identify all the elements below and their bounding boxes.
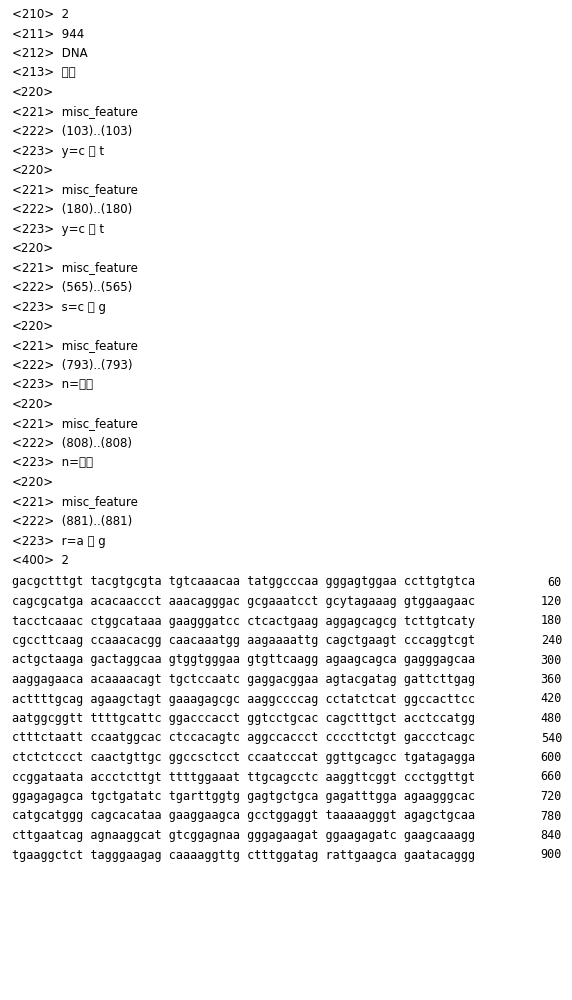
Text: cttgaatcag agnaaggcat gtcggagnaa gggagaagat ggaagagatc gaagcaaagg: cttgaatcag agnaaggcat gtcggagnaa gggagaa… [12,829,475,842]
Text: ccggataata accctcttgt ttttggaaat ttgcagcctc aaggttcggt ccctggttgt: ccggataata accctcttgt ttttggaaat ttgcagc… [12,770,475,784]
Text: <223>  r=a 或 g: <223> r=a 或 g [12,534,106,548]
Text: <210>  2: <210> 2 [12,8,69,21]
Text: gacgctttgt tacgtgcgta tgtcaaacaa tatggcccaa gggagtggaa ccttgtgtca: gacgctttgt tacgtgcgta tgtcaaacaa tatggcc… [12,576,475,588]
Text: <223>  n=缺失: <223> n=缺失 [12,456,93,470]
Text: <222>  (565)..(565): <222> (565)..(565) [12,281,132,294]
Text: <222>  (808)..(808): <222> (808)..(808) [12,437,132,450]
Text: 60: 60 [548,576,562,588]
Text: <220>: <220> [12,398,54,411]
Text: cgccttcaag ccaaacacgg caacaaatgg aagaaaattg cagctgaagt cccaggtcgt: cgccttcaag ccaaacacgg caacaaatgg aagaaaa… [12,634,475,647]
Text: <221>  misc_feature: <221> misc_feature [12,340,138,353]
Text: <220>: <220> [12,320,54,333]
Text: <220>: <220> [12,476,54,489]
Text: 480: 480 [541,712,562,725]
Text: <222>  (793)..(793): <222> (793)..(793) [12,359,133,372]
Text: <212>  DNA: <212> DNA [12,47,88,60]
Text: ctctctccct caactgttgc ggccsctcct ccaatcccat ggttgcagcc tgatagagga: ctctctccct caactgttgc ggccsctcct ccaatcc… [12,751,475,764]
Text: <221>  misc_feature: <221> misc_feature [12,105,138,118]
Text: acttttgcag agaagctagt gaaagagcgc aaggccccag cctatctcat ggccacttcc: acttttgcag agaagctagt gaaagagcgc aaggccc… [12,692,475,706]
Text: <400>  2: <400> 2 [12,554,69,567]
Text: 300: 300 [541,654,562,666]
Text: 780: 780 [541,810,562,822]
Text: <221>  misc_feature: <221> misc_feature [12,418,138,430]
Text: <222>  (103)..(103): <222> (103)..(103) [12,125,132,138]
Text: aatggcggtt ttttgcattc ggacccacct ggtcctgcac cagctttgct acctccatgg: aatggcggtt ttttgcattc ggacccacct ggtcctg… [12,712,475,725]
Text: 900: 900 [541,848,562,861]
Text: <223>  y=c 或 t: <223> y=c 或 t [12,144,104,157]
Text: <221>  misc_feature: <221> misc_feature [12,184,138,196]
Text: <222>  (180)..(180): <222> (180)..(180) [12,203,132,216]
Text: aaggagaaca acaaaacagt tgctccaatc gaggacggaa agtacgatag gattcttgag: aaggagaaca acaaaacagt tgctccaatc gaggacg… [12,673,475,686]
Text: 120: 120 [541,595,562,608]
Text: <213>  板栗: <213> 板栗 [12,66,76,80]
Text: <223>  y=c 或 t: <223> y=c 或 t [12,223,104,235]
Text: <211>  944: <211> 944 [12,27,84,40]
Text: <220>: <220> [12,86,54,99]
Text: <223>  s=c 或 g: <223> s=c 或 g [12,300,106,314]
Text: <223>  n=缺失: <223> n=缺失 [12,378,93,391]
Text: 240: 240 [541,634,562,647]
Text: 840: 840 [541,829,562,842]
Text: tacctcaaac ctggcataaa gaagggatcc ctcactgaag aggagcagcg tcttgtcaty: tacctcaaac ctggcataaa gaagggatcc ctcactg… [12,614,475,628]
Text: <220>: <220> [12,164,54,177]
Text: ggagagagca tgctgatatc tgarttggtg gagtgctgca gagatttgga agaagggcac: ggagagagca tgctgatatc tgarttggtg gagtgct… [12,790,475,803]
Text: 420: 420 [541,692,562,706]
Text: <222>  (881)..(881): <222> (881)..(881) [12,515,132,528]
Text: 540: 540 [541,732,562,744]
Text: catgcatggg cagcacataa gaaggaagca gcctggaggt taaaaagggt agagctgcaa: catgcatggg cagcacataa gaaggaagca gcctgga… [12,810,475,822]
Text: ctttctaatt ccaatggcac ctccacagtc aggccaccct ccccttctgt gaccctcagc: ctttctaatt ccaatggcac ctccacagtc aggccac… [12,732,475,744]
Text: 720: 720 [541,790,562,803]
Text: 600: 600 [541,751,562,764]
Text: 660: 660 [541,770,562,784]
Text: actgctaaga gactaggcaa gtggtgggaa gtgttcaagg agaagcagca gagggagcaa: actgctaaga gactaggcaa gtggtgggaa gtgttca… [12,654,475,666]
Text: cagcgcatga acacaaccct aaacagggac gcgaaatcct gcytagaaag gtggaagaac: cagcgcatga acacaaccct aaacagggac gcgaaat… [12,595,475,608]
Text: 360: 360 [541,673,562,686]
Text: <221>  misc_feature: <221> misc_feature [12,261,138,274]
Text: <220>: <220> [12,242,54,255]
Text: 180: 180 [541,614,562,628]
Text: tgaaggctct tagggaagag caaaaggttg ctttggatag rattgaagca gaatacaggg: tgaaggctct tagggaagag caaaaggttg ctttgga… [12,848,475,861]
Text: <221>  misc_feature: <221> misc_feature [12,495,138,508]
